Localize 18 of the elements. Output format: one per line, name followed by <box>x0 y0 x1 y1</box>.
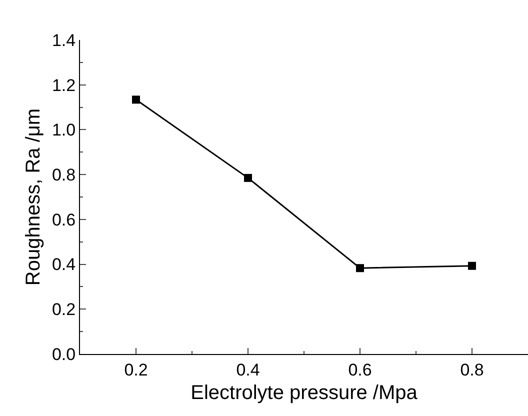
x-tick-label: 0.4 <box>236 360 260 380</box>
y-tick-label: 1.4 <box>52 30 76 50</box>
x-tick-label: 0.8 <box>460 360 484 380</box>
y-axis-title: Roughness, Ra /μm <box>22 108 44 286</box>
x-tick-label: 0.2 <box>124 360 148 380</box>
point <box>244 174 252 182</box>
y-tick-label: 0.8 <box>52 166 76 185</box>
text: 0.0 <box>52 344 76 364</box>
x-tick-label: 0.6 <box>348 360 372 380</box>
point <box>356 264 364 272</box>
y-tick-label: 1.2 <box>52 76 76 95</box>
text: 1.0 <box>52 120 76 140</box>
point <box>132 96 140 104</box>
x-axis-title: Electrolyte pressure /Mpa <box>190 382 418 404</box>
y-tick-label: 0.2 <box>52 300 76 320</box>
y-tick-label: 0.4 <box>52 255 76 274</box>
point <box>468 262 476 270</box>
y-tick-label: 0.6 <box>52 210 76 230</box>
